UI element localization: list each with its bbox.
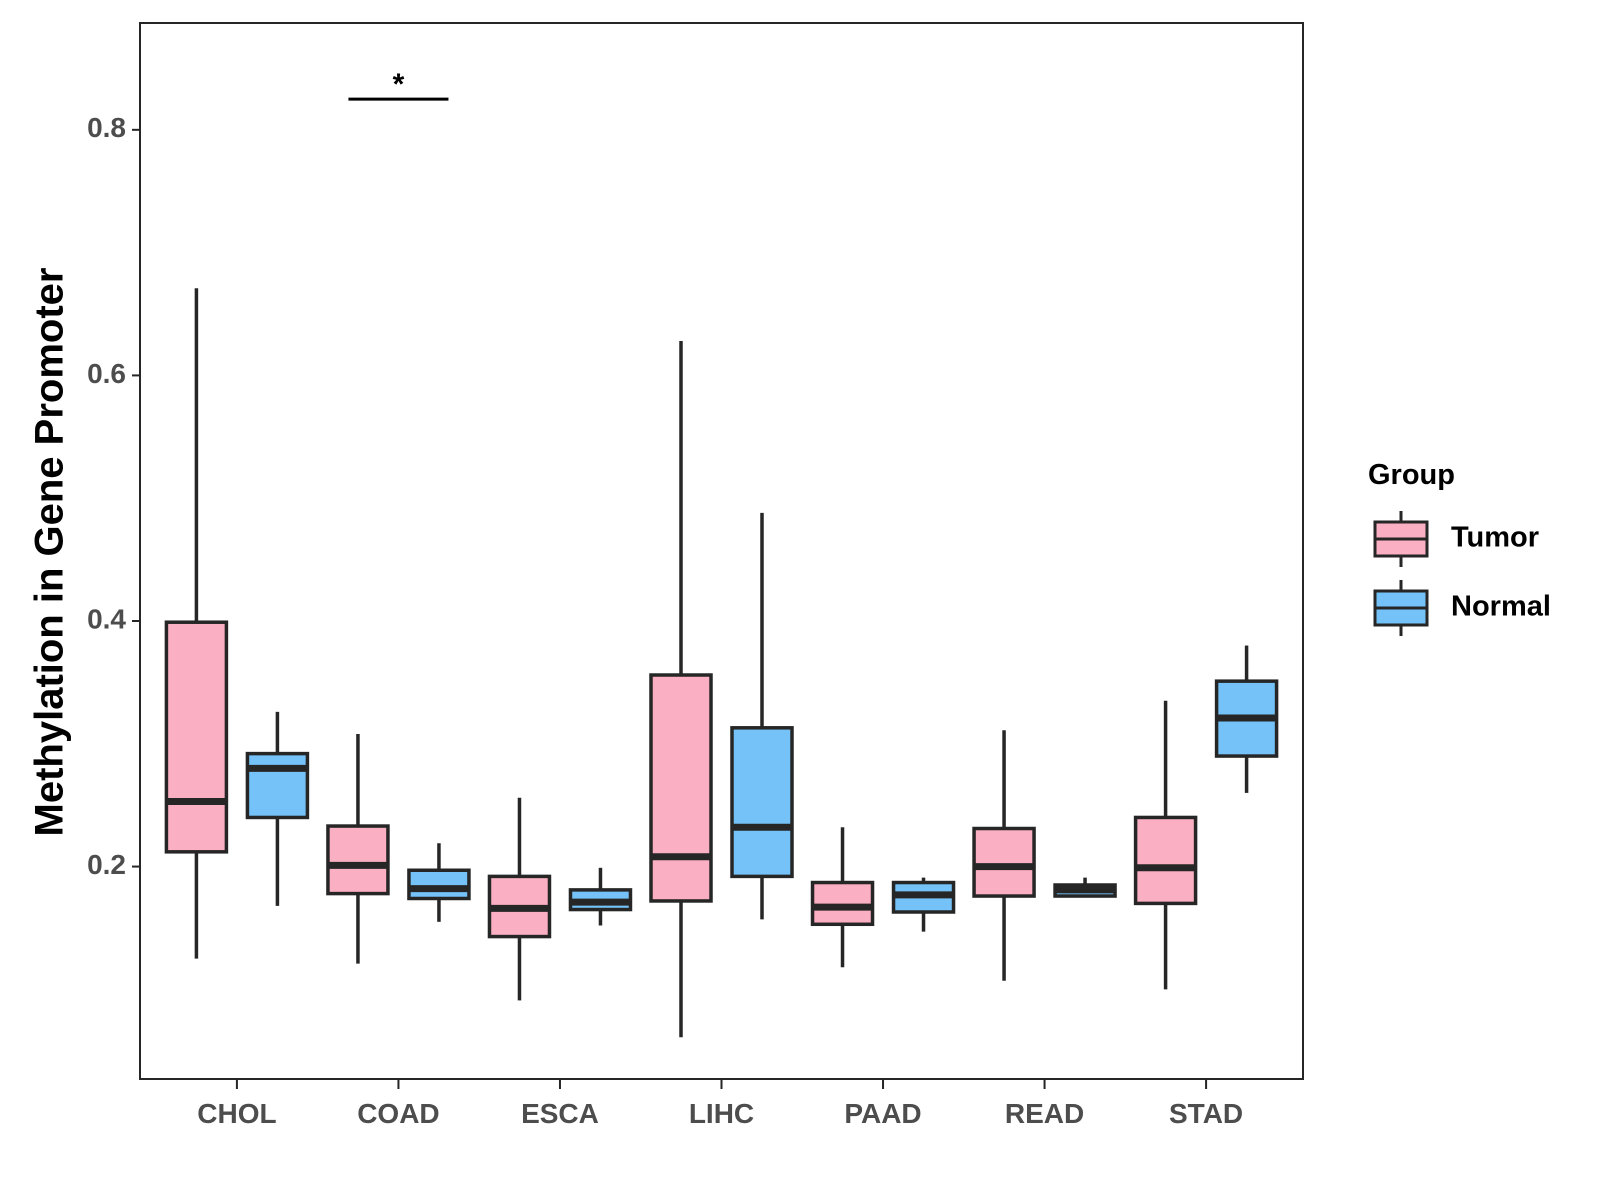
- plot-area: *: [164, 68, 1279, 1038]
- box-tumor-paad: [810, 827, 875, 968]
- box-body: [164, 620, 229, 854]
- box-body: [326, 824, 390, 896]
- y-tick-label: 0.4: [87, 603, 126, 634]
- x-tick-label: READ: [1005, 1098, 1084, 1129]
- legend-title: Group: [1368, 459, 1455, 491]
- box-normal-paad: [891, 877, 956, 932]
- box-body: [407, 868, 471, 901]
- box-tumor-chol: [164, 288, 229, 959]
- box-tumor-read: [972, 730, 1036, 981]
- box-normal-read: [1053, 877, 1117, 898]
- box-tumor-esca: [487, 797, 552, 1001]
- box-normal-stad: [1214, 645, 1279, 793]
- x-tick-label: CHOL: [197, 1098, 276, 1129]
- legend-item-tumor: Tumor: [1373, 511, 1539, 567]
- x-tick-label: ESCA: [521, 1098, 599, 1129]
- box-normal-esca: [568, 867, 633, 926]
- legend-label: Normal: [1451, 591, 1551, 623]
- x-tick-label: COAD: [357, 1098, 439, 1129]
- y-tick-label: 0.8: [87, 112, 126, 143]
- significance-annotation: *: [348, 68, 449, 101]
- x-tick-label: PAAD: [844, 1098, 921, 1129]
- x-tick-label: STAD: [1169, 1098, 1243, 1129]
- box-body: [1133, 815, 1198, 906]
- y-axis-title: Methylation in Gene Promoter: [28, 268, 72, 837]
- box-tumor-lihc: [649, 341, 713, 1038]
- box-normal-coad: [407, 843, 471, 922]
- significance-label: *: [393, 68, 405, 101]
- box-body: [972, 826, 1036, 898]
- box-body: [730, 726, 794, 879]
- y-axis: 0.2 0.4 0.6 0.8: [87, 112, 140, 880]
- x-axis: CHOL COAD ESCA LIHC PAAD READ STAD: [197, 1079, 1243, 1129]
- box-tumor-stad: [1133, 700, 1198, 990]
- y-tick-label: 0.2: [87, 849, 126, 880]
- box-body: [245, 751, 310, 820]
- box-body: [649, 673, 713, 903]
- legend: Group Tumor Normal: [1368, 459, 1551, 636]
- legend-label: Tumor: [1451, 522, 1539, 554]
- y-tick-label: 0.6: [87, 358, 126, 389]
- box-body: [810, 880, 875, 927]
- box-normal-lihc: [730, 512, 794, 920]
- x-tick-label: LIHC: [689, 1098, 754, 1129]
- box-normal-chol: [245, 711, 310, 906]
- box-tumor-coad: [326, 733, 390, 964]
- legend-item-normal: Normal: [1373, 580, 1551, 636]
